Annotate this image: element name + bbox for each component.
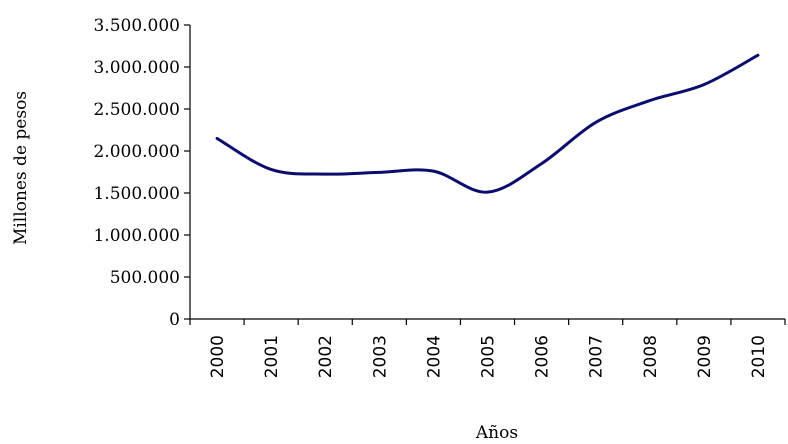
x-tick-label: 2010 <box>749 335 769 378</box>
y-tick-label: 500.000 <box>110 268 180 288</box>
x-tick-label: 2003 <box>370 335 390 378</box>
x-tick-label: 2002 <box>316 335 336 378</box>
y-tick-label: 3.500.000 <box>93 16 180 36</box>
x-tick-label: 2007 <box>587 335 607 378</box>
series-line <box>215 53 760 194</box>
y-axis-title: Millones de pesos <box>11 91 31 245</box>
x-tick-label: 2009 <box>695 335 715 378</box>
y-tick-label: 1.000.000 <box>93 226 180 246</box>
x-tick-label: 2008 <box>641 335 661 378</box>
y-tick-label: 0 <box>169 310 180 330</box>
x-tick-label: 2001 <box>262 335 282 378</box>
x-tick-label: 2000 <box>208 335 228 378</box>
y-tick-label: 3.000.000 <box>93 58 180 78</box>
plot-area <box>215 53 760 194</box>
x-axis-title: Años <box>475 423 518 443</box>
y-tick-label: 2.000.000 <box>93 142 180 162</box>
y-axis: 0 500.000 1.000.000 1.500.000 2.000.000 2.500… <box>93 16 191 330</box>
y-tick-label: 1.500.000 <box>93 184 180 204</box>
y-tick-label: 2.500.000 <box>93 100 180 120</box>
x-tick-label: 2005 <box>479 335 499 378</box>
x-axis: 2000 2001 2002 2003 2004 2005 2006 2007 2008 2009… <box>189 318 786 378</box>
x-tick-label: 2004 <box>424 335 444 378</box>
x-tick-label: 2006 <box>533 335 553 378</box>
